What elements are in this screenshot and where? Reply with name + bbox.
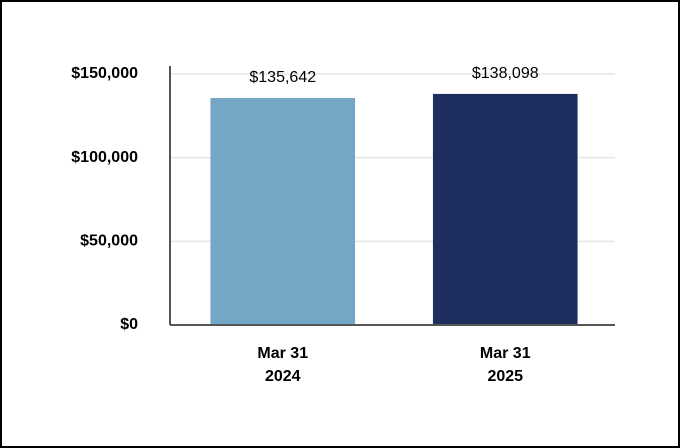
bar xyxy=(210,98,356,325)
x-tick-label: 2025 xyxy=(487,368,523,385)
y-tick-label: $0 xyxy=(120,316,138,333)
bar xyxy=(432,93,578,325)
x-tick-label: 2024 xyxy=(265,368,301,385)
x-tick-label: Mar 31 xyxy=(257,345,308,362)
value-label: $138,098 xyxy=(472,65,539,82)
value-label: $135,642 xyxy=(249,69,316,86)
y-tick-label: $150,000 xyxy=(71,65,138,82)
x-tick-label: Mar 31 xyxy=(480,345,531,362)
y-tick-label: $100,000 xyxy=(71,149,138,166)
y-tick-label: $50,000 xyxy=(80,233,138,250)
